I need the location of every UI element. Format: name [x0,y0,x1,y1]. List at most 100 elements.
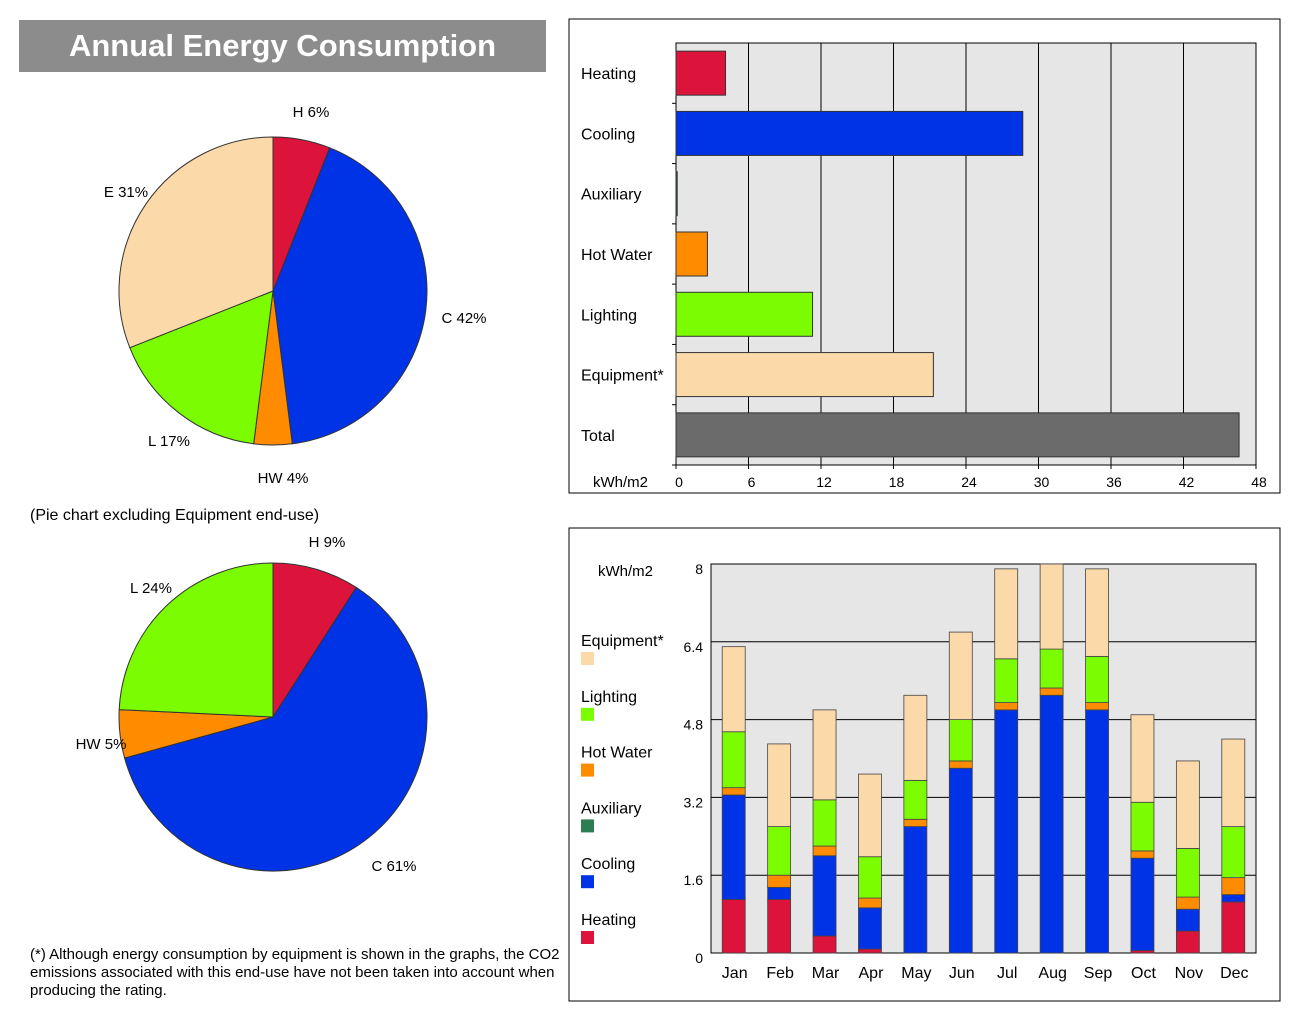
monthly-tick-label: 0 [695,950,703,966]
legend-swatch-heating [581,931,594,944]
stack-segment-lighting [1085,655,1109,703]
month-label: Oct [1131,965,1156,982]
month-label: Sep [1084,965,1113,982]
stack-segment-cooling [994,709,1019,954]
stack-segment-equipment [767,743,792,827]
month-label: Jun [949,965,975,982]
stack-segment-lighting [948,719,973,762]
annual-category-label: Cooling [581,126,635,143]
stack-segment-equipment [1039,563,1064,650]
pie-chart-all: H 6% C 42% HW 4% L 17% E 31% [104,104,487,487]
pie-label-lighting: L 17% [148,433,190,450]
annual-tick-label: 0 [675,474,683,490]
stack-segment-hot_water [1039,687,1064,696]
stack-segment-lighting [1130,801,1155,852]
annual-tick-label: 18 [889,474,905,490]
legend-label-heating: Heating [581,912,636,929]
annual-bar-equipment [675,352,934,398]
monthly-ylabel: kWh/m2 [598,563,653,580]
annual-bar-auxiliary [675,171,678,217]
pie-slice-equipment [118,136,274,349]
annual-bar-lighting [675,291,814,337]
pie-label-heating: H 6% [293,104,330,121]
stack-segment-equipment [903,694,928,781]
stack-segment-heating [721,899,746,954]
stack-segment-lighting [767,826,792,876]
stack-segment-lighting [858,856,882,899]
monthly-tick-label: 4.8 [684,717,704,733]
annual-bar-total [675,412,1240,458]
annual-tick-label: 30 [1034,474,1050,490]
stack-segment-cooling [1130,857,1155,951]
annual-bar-hot_water [675,231,708,277]
stack-segment-cooling [721,794,746,900]
pie-label-hot_water: HW 4% [258,470,309,487]
annual-category-label: Equipment* [581,368,664,385]
stack-segment-hot_water [1085,702,1109,711]
stack-segment-cooling [1175,908,1200,932]
month-label: Jan [722,965,748,982]
stack-segment-heating [812,935,837,954]
stack-segment-hot_water [721,787,746,796]
pie-slice-cooling [123,586,428,872]
stack-segment-equipment [812,709,837,801]
monthly-tick-label: 1.6 [684,872,704,888]
month-label: Dec [1220,965,1248,982]
stack-segment-equipment [1175,760,1200,849]
annual-tick-label: 6 [748,474,756,490]
legend-label-equipment: Equipment* [581,633,664,650]
pie-note: (Pie chart excluding Equipment end-use) [30,507,320,524]
pie-label-lighting: L 24% [130,580,172,597]
stack-segment-lighting [1175,848,1200,898]
annual-xlabel: kWh/m2 [593,474,648,491]
pie-slice-lighting [118,562,274,718]
monthly-tick-label: 6.4 [684,639,704,655]
stack-segment-equipment [948,631,973,721]
stack-segment-cooling [948,767,973,954]
legend-swatch-hot_water [581,763,594,777]
annual-category-label: Total [581,428,615,445]
legend-label-lighting: Lighting [581,689,637,706]
monthly-tick-label: 8 [695,561,703,577]
stack-segment-hot_water [903,818,928,827]
annual-category-label: Hot Water [581,247,653,264]
stack-segment-hot_water [767,874,792,888]
legend-swatch-equipment [581,652,594,665]
stack-segment-cooling [767,886,792,900]
pie-slice-lighting [129,290,274,445]
stack-segment-lighting [903,779,928,820]
stack-segment-lighting [812,799,837,847]
annual-category-label: Auxiliary [581,187,641,204]
annual-tick-label: 48 [1251,474,1267,490]
stack-segment-hot_water [812,845,837,857]
pie-label-equipment: E 31% [104,184,148,201]
month-label: Feb [766,965,794,982]
annual-tick-label: 24 [961,474,977,490]
stack-segment-hot_water [1221,877,1246,896]
stack-segment-cooling [1039,694,1064,954]
legend-swatch-lighting [581,707,594,721]
monthly-tick-label: 3.2 [684,794,704,810]
stack-segment-equipment [1221,738,1246,827]
annual-bar-heating [675,50,727,96]
page-title: Annual Energy Consumption [19,20,546,72]
month-label: May [901,965,931,982]
stack-segment-cooling [812,855,837,937]
annual-tick-label: 36 [1106,474,1122,490]
annual-category-label: Lighting [581,307,637,324]
stack-segment-equipment [994,568,1019,660]
legend-swatch-auxiliary [581,819,594,833]
legend-swatch-cooling [581,875,594,889]
annual-tick-label: 12 [816,474,832,490]
month-label: Mar [812,965,840,982]
pie-label-hot_water: HW 5% [76,736,127,753]
stack-segment-lighting [994,658,1019,703]
stack-segment-cooling [1085,709,1109,954]
stack-segment-lighting [1039,648,1064,689]
legend-label-hot_water: Hot Water [581,745,653,762]
stack-segment-equipment [858,773,882,858]
stack-segment-lighting [1221,826,1246,879]
month-label: Nov [1175,965,1203,982]
stack-segment-heating [1221,901,1246,954]
